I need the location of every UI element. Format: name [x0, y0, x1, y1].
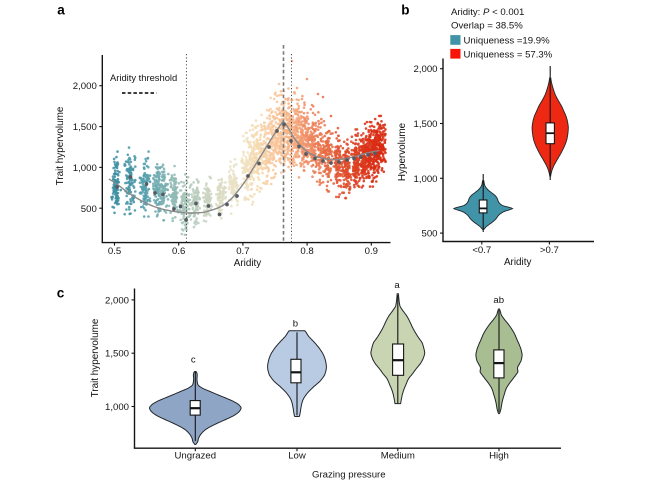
- svg-text:1,000: 1,000: [73, 163, 97, 174]
- svg-text:Uniqueness =19.9%: Uniqueness =19.9%: [464, 36, 551, 47]
- svg-text:Low: Low: [288, 451, 306, 462]
- svg-text:b: b: [401, 2, 409, 17]
- svg-text:Overlap = 38.5%: Overlap = 38.5%: [451, 20, 523, 31]
- svg-text:b: b: [293, 318, 298, 329]
- svg-text:High: High: [489, 451, 509, 462]
- svg-text:a: a: [394, 280, 400, 291]
- svg-text:0.8: 0.8: [300, 246, 313, 257]
- svg-text:2,000: 2,000: [413, 64, 437, 75]
- svg-text:Aridity: Aridity: [504, 257, 531, 268]
- svg-text:Aridity: Aridity: [234, 258, 261, 269]
- svg-text:Aridity: P < 0.001: Aridity: P < 0.001: [451, 7, 524, 18]
- svg-text:Grazing pressure: Grazing pressure: [312, 470, 386, 481]
- svg-text:a: a: [57, 2, 65, 17]
- svg-text:1,500: 1,500: [105, 349, 129, 360]
- svg-text:Hypervolume: Hypervolume: [397, 122, 408, 181]
- svg-text:<0.7: <0.7: [472, 245, 491, 256]
- svg-text:0.7: 0.7: [236, 246, 249, 257]
- svg-text:500: 500: [421, 229, 437, 240]
- svg-text:Aridity threshold: Aridity threshold: [110, 72, 177, 83]
- svg-text:1,000: 1,000: [105, 402, 129, 413]
- svg-text:c: c: [191, 355, 196, 366]
- svg-text:Trait hypervolume: Trait hypervolume: [90, 318, 101, 397]
- svg-text:2,000: 2,000: [73, 81, 97, 92]
- svg-text:Trait hypervolume: Trait hypervolume: [55, 106, 66, 185]
- svg-text:1,500: 1,500: [413, 119, 437, 130]
- svg-text:c: c: [57, 286, 65, 301]
- svg-text:0.6: 0.6: [172, 246, 185, 257]
- svg-text:ab: ab: [493, 295, 504, 306]
- svg-text:Ungrazed: Ungrazed: [174, 451, 216, 462]
- svg-text:500: 500: [81, 204, 97, 215]
- svg-text:0.9: 0.9: [365, 246, 378, 257]
- svg-text:0.5: 0.5: [108, 246, 121, 257]
- svg-text:>0.7: >0.7: [540, 245, 559, 256]
- svg-text:Uniqueness = 57.3%: Uniqueness = 57.3%: [464, 50, 553, 61]
- svg-text:1,500: 1,500: [73, 122, 97, 133]
- svg-text:2,000: 2,000: [105, 295, 129, 306]
- svg-text:1,000: 1,000: [413, 174, 437, 185]
- svg-text:Medium: Medium: [381, 451, 415, 462]
